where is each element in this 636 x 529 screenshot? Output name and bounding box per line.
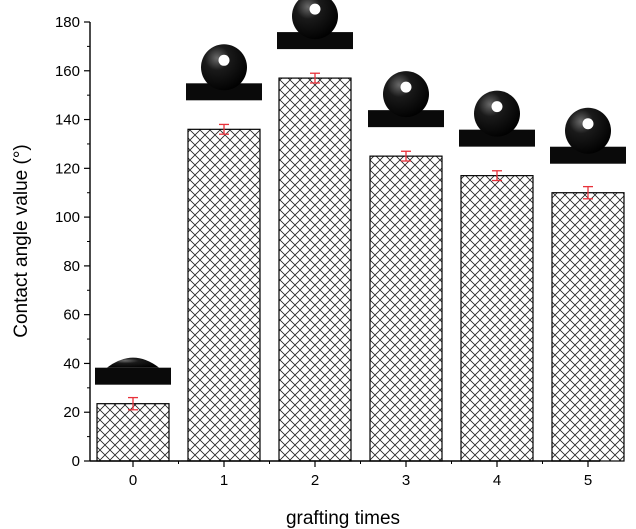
bar-0 <box>96 403 170 462</box>
droplet-image-5 <box>550 107 626 164</box>
x-tick-label: 2 <box>311 472 319 489</box>
y-tick-label: 20 <box>63 404 80 421</box>
y-tick-label: 80 <box>63 258 80 275</box>
x-tick-label: 5 <box>584 472 592 489</box>
y-tick-label: 160 <box>55 63 80 80</box>
error-bar-5 <box>583 185 593 200</box>
error-bar-4 <box>492 170 502 182</box>
bar-5 <box>551 192 625 462</box>
bars-layer <box>96 77 625 462</box>
y-axis-title: Contact angle value (°) <box>11 144 32 337</box>
x-tick-label: 1 <box>220 472 228 489</box>
droplet-image-2 <box>277 0 353 50</box>
droplet-image-1 <box>186 44 262 101</box>
y-tick-label: 180 <box>55 14 80 31</box>
error-bar-0 <box>128 396 138 411</box>
x-tick-label: 4 <box>493 472 501 489</box>
error-bar-3 <box>401 150 411 162</box>
droplet-images-layer <box>95 0 626 385</box>
y-tick-label: 120 <box>55 160 80 177</box>
bar-3 <box>369 155 443 462</box>
y-ticks-layer: 0 20 40 60 80 100 120 140 160 180 <box>55 14 90 470</box>
error-bars-layer <box>128 72 593 411</box>
y-tick-label: 0 <box>72 453 80 470</box>
droplet-image-4 <box>459 90 535 147</box>
x-ticks-layer: 0 1 2 3 4 5 <box>129 461 592 489</box>
x-axis-title: grafting times <box>286 508 400 529</box>
y-tick-label: 40 <box>63 355 80 372</box>
y-tick-label: 140 <box>55 112 80 129</box>
bar-1 <box>187 128 261 462</box>
y-tick-label: 100 <box>55 209 80 226</box>
x-tick-label: 0 <box>129 472 137 489</box>
error-bar-2 <box>310 72 320 84</box>
y-tick-label: 60 <box>63 307 80 324</box>
bar-4 <box>460 175 534 462</box>
droplet-image-3 <box>368 71 444 128</box>
bar-2 <box>278 77 352 462</box>
x-tick-label: 3 <box>402 472 410 489</box>
droplet-image-0 <box>95 357 171 385</box>
error-bar-1 <box>219 123 229 135</box>
